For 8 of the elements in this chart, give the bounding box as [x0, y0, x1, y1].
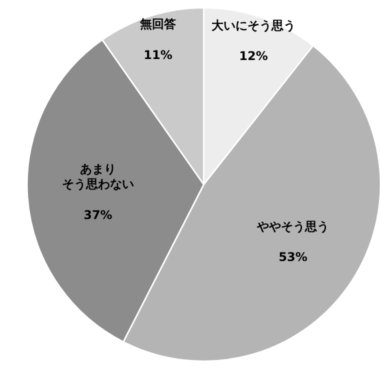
data-label: 53% — [278, 250, 308, 264]
slice-label: ややそう思う — [256, 219, 330, 234]
slice-label: あまりそう思わない — [62, 162, 134, 192]
slice-label: 大いにそう思う — [212, 18, 296, 32]
data-label: 37% — [84, 208, 112, 222]
data-label: 11% — [144, 48, 172, 62]
slice-label: 無回答 — [138, 17, 177, 32]
data-label: 12% — [239, 49, 268, 64]
